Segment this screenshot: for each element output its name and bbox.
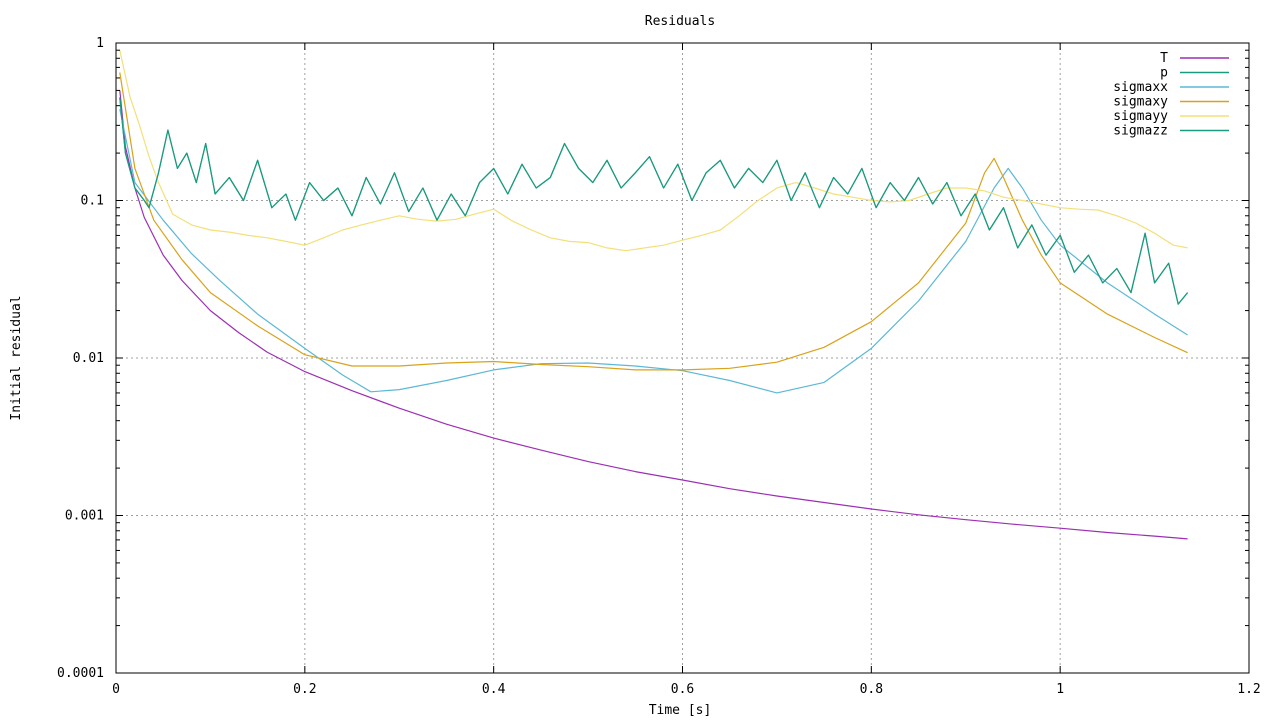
axis-ticks: 0 0.2 0.4 0.6 0.8 1 1.2 1 0.1 0.01 0.001 0.0001 (57, 36, 1261, 697)
chart-title: Residuals (645, 14, 715, 29)
x-tick-label: 0 (112, 682, 120, 697)
x-tick-label: 0.2 (293, 682, 316, 697)
y-tick-label: 0.001 (65, 509, 104, 524)
y-tick-label: 0.0001 (57, 666, 104, 681)
series-line-sigmazz (119, 97, 1189, 305)
x-tick-label: 1 (1056, 682, 1064, 697)
legend-label-T: T (1160, 51, 1168, 66)
x-tick-label: 1.2 (1237, 682, 1260, 697)
legend-label-sigmazz: sigmazz (1113, 124, 1168, 139)
x-tick-label: 0.6 (671, 682, 694, 697)
series-line-sigmaxx (119, 109, 1188, 394)
legend-label-sigmayy: sigmayy (1113, 109, 1168, 124)
series-layer (119, 50, 1189, 540)
y-tick-label: 1 (96, 36, 104, 51)
series-line-T (119, 90, 1188, 540)
series-line-sigmaxy (119, 72, 1188, 371)
grid-lines (116, 43, 1249, 673)
y-tick-label: 0.01 (73, 351, 104, 366)
x-axis-label: Time [s] (649, 703, 712, 718)
x-tick-label: 0.8 (860, 682, 883, 697)
legend-label-sigmaxy: sigmaxy (1113, 95, 1168, 110)
x-tick-label: 0.4 (482, 682, 506, 697)
legend-label-p: p (1160, 66, 1168, 81)
series-line-sigmayy (119, 50, 1188, 252)
y-tick-label: 0.1 (81, 194, 104, 209)
legend-label-sigmaxx: sigmaxx (1113, 80, 1168, 95)
y-axis-label: Initial residual (9, 295, 24, 420)
